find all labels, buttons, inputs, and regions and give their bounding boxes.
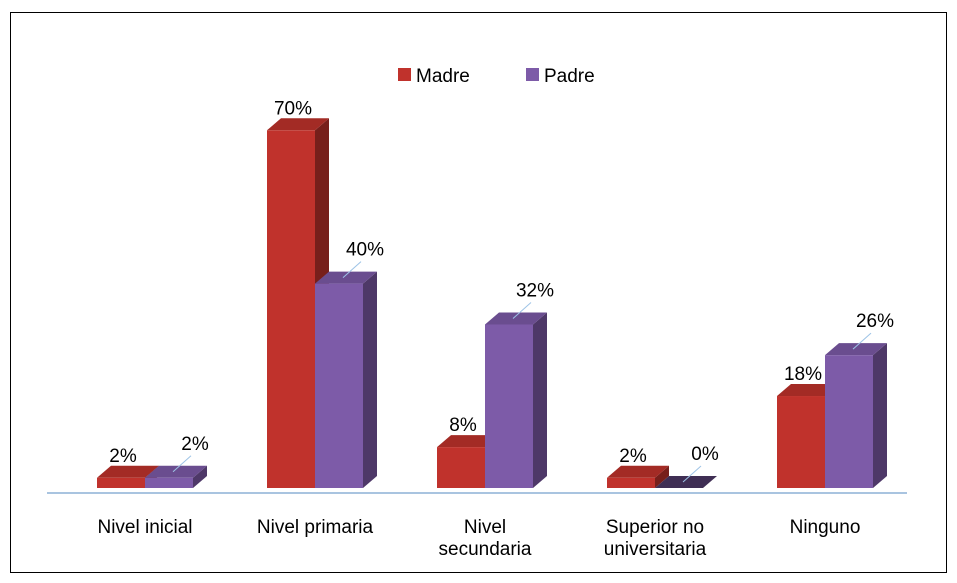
data-label: 18% (784, 364, 822, 385)
bar-top (485, 312, 547, 325)
data-label: 26% (856, 311, 894, 332)
legend-swatch (526, 68, 539, 81)
data-label: 2% (619, 446, 647, 467)
x-tick-label: Nivel secundaria (438, 517, 532, 560)
leader-line (852, 332, 872, 350)
bar-top (825, 343, 887, 356)
bar (485, 312, 547, 488)
bar-front (97, 477, 145, 488)
bar-front (267, 130, 315, 489)
data-label: 2% (109, 446, 137, 467)
bar-top (97, 465, 159, 478)
bar-top (777, 384, 839, 397)
bar-front (777, 396, 825, 488)
leader-line (512, 302, 532, 319)
leader-line (682, 465, 702, 483)
bar-front (437, 447, 485, 488)
bar-front (825, 355, 873, 488)
bar-side (193, 465, 207, 488)
bar-front (315, 283, 363, 488)
bar (145, 465, 207, 488)
legend-label: Madre (416, 66, 470, 87)
leader-line (172, 455, 192, 473)
bar-top (267, 118, 329, 131)
x-tick-label: Nivel primaria (256, 517, 374, 538)
bar (607, 465, 669, 488)
data-label: 70% (274, 98, 312, 119)
leader-line (342, 261, 362, 278)
bar-top (315, 271, 377, 284)
bar-side (655, 465, 669, 488)
data-label: 0% (691, 444, 719, 465)
bar-front (485, 324, 533, 488)
data-label: 32% (516, 280, 554, 301)
bar-front (607, 477, 655, 488)
bar-top (145, 465, 207, 478)
bar-top (437, 435, 499, 448)
bar (267, 118, 329, 489)
bar-top (655, 476, 717, 488)
x-tick-label: Superior no universitaria (603, 517, 707, 560)
data-label: 40% (346, 240, 384, 261)
legend-swatch (398, 68, 411, 81)
x-tick-label: Ninguno (789, 517, 861, 538)
data-label: 8% (449, 415, 477, 436)
bar-side (873, 343, 887, 488)
legend-label: Padre (544, 66, 595, 87)
bar (315, 271, 377, 488)
bar-front (145, 477, 193, 488)
bar-top (607, 465, 669, 478)
bar (825, 343, 887, 488)
chart-frame (10, 12, 947, 573)
x-tick-label: Nivel inicial (97, 517, 193, 538)
bar-side (533, 312, 547, 488)
bar (655, 476, 717, 488)
data-label: 2% (181, 434, 209, 455)
bar-side (363, 271, 377, 488)
